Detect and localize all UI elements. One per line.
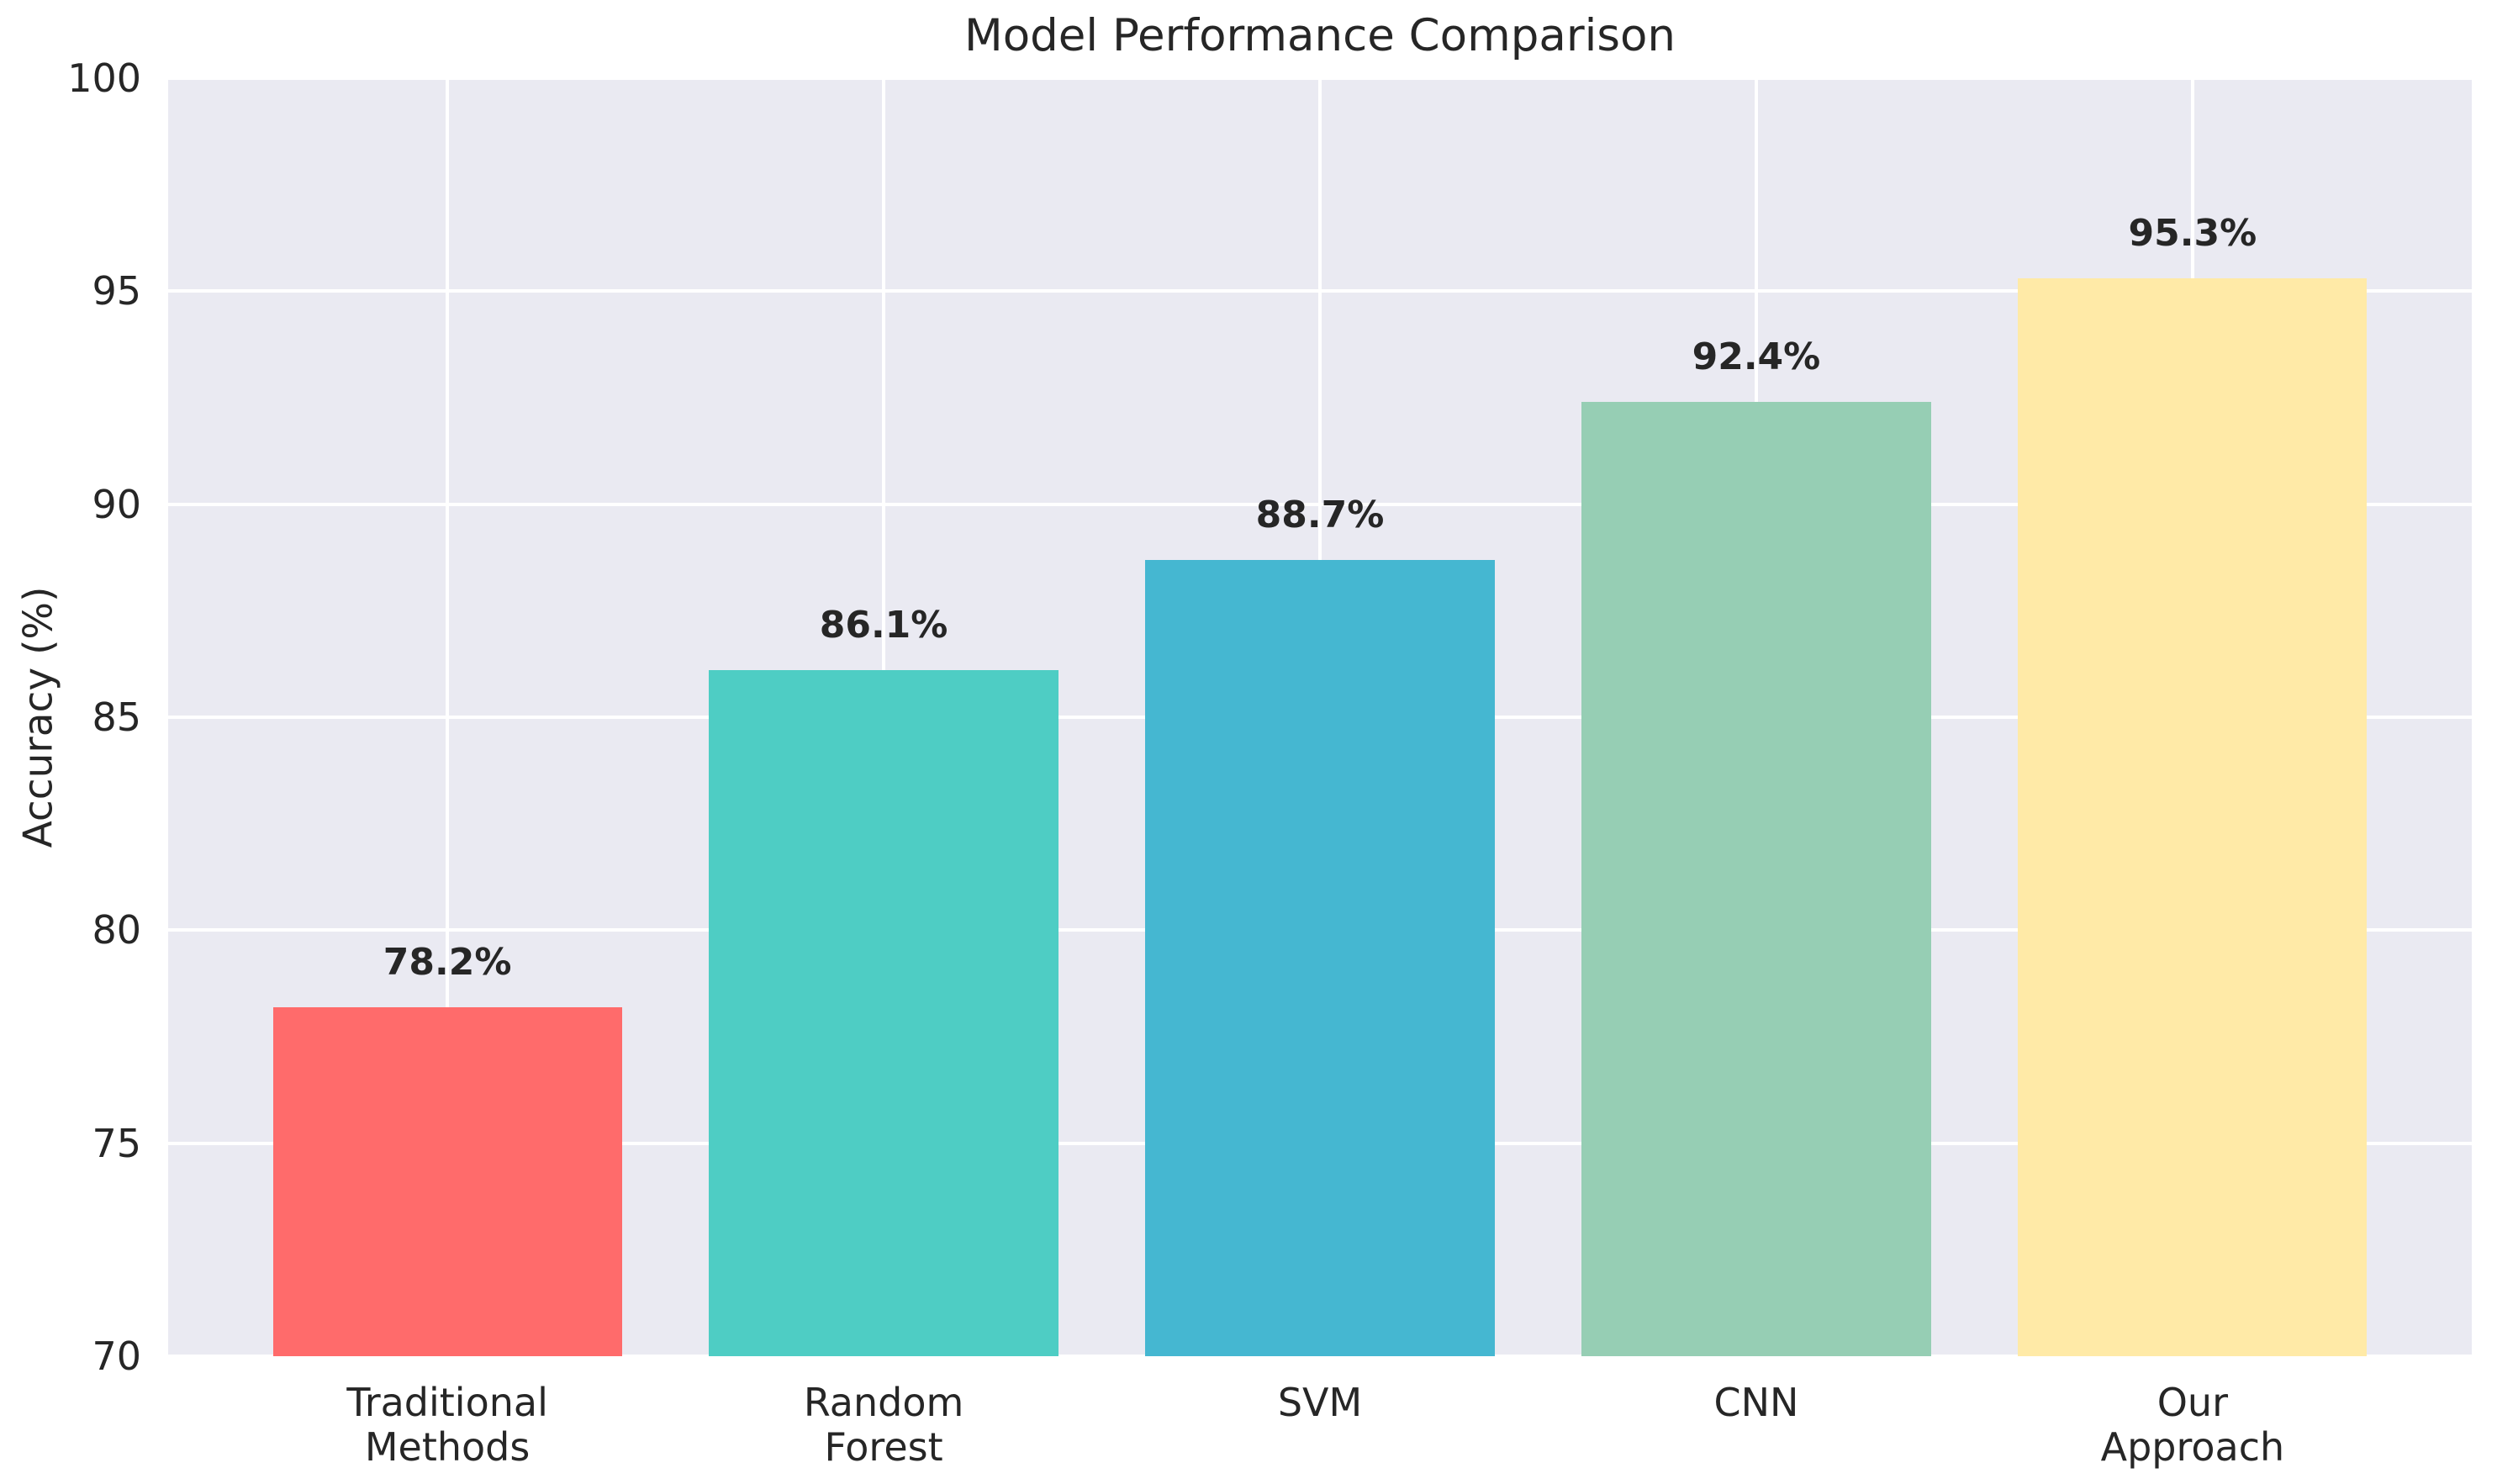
bar-random-forest xyxy=(709,670,1058,1356)
x-tick-label-our-approach: Our Approach xyxy=(2100,1380,2285,1471)
bar-cnn xyxy=(1581,402,1931,1356)
gridline-vertical xyxy=(446,78,450,1356)
x-tick-label-traditional-methods: Traditional Methods xyxy=(346,1380,548,1471)
value-label-random-forest: 86.1% xyxy=(819,604,948,647)
bar-traditional-methods xyxy=(272,1006,622,1356)
value-label-traditional-methods: 78.2% xyxy=(383,940,512,984)
bar-svm xyxy=(1145,559,1495,1356)
y-tick-label: 70 xyxy=(92,1333,141,1379)
x-tick-label-random-forest: Random Forest xyxy=(803,1380,964,1471)
x-tick-label-svm: SVM xyxy=(1277,1380,1363,1425)
x-tick-label-cnn: CNN xyxy=(1713,1380,1799,1425)
plot-area: 78.2% 86.1% 88.7% 92.4% 95.3% xyxy=(168,78,2472,1356)
value-label-svm: 88.7% xyxy=(1255,493,1385,536)
y-tick-label: 80 xyxy=(92,907,141,953)
chart-title: Model Performance Comparison xyxy=(963,10,1676,61)
y-tick-label: 100 xyxy=(67,55,141,101)
y-tick-label: 90 xyxy=(92,481,141,527)
value-label-our-approach: 95.3% xyxy=(2128,212,2257,256)
y-tick-label: 75 xyxy=(92,1120,141,1166)
y-tick-label: 95 xyxy=(92,268,141,314)
value-label-cnn: 92.4% xyxy=(1692,335,1821,379)
bar-our-approach xyxy=(2018,278,2368,1356)
y-tick-label: 85 xyxy=(92,694,141,740)
